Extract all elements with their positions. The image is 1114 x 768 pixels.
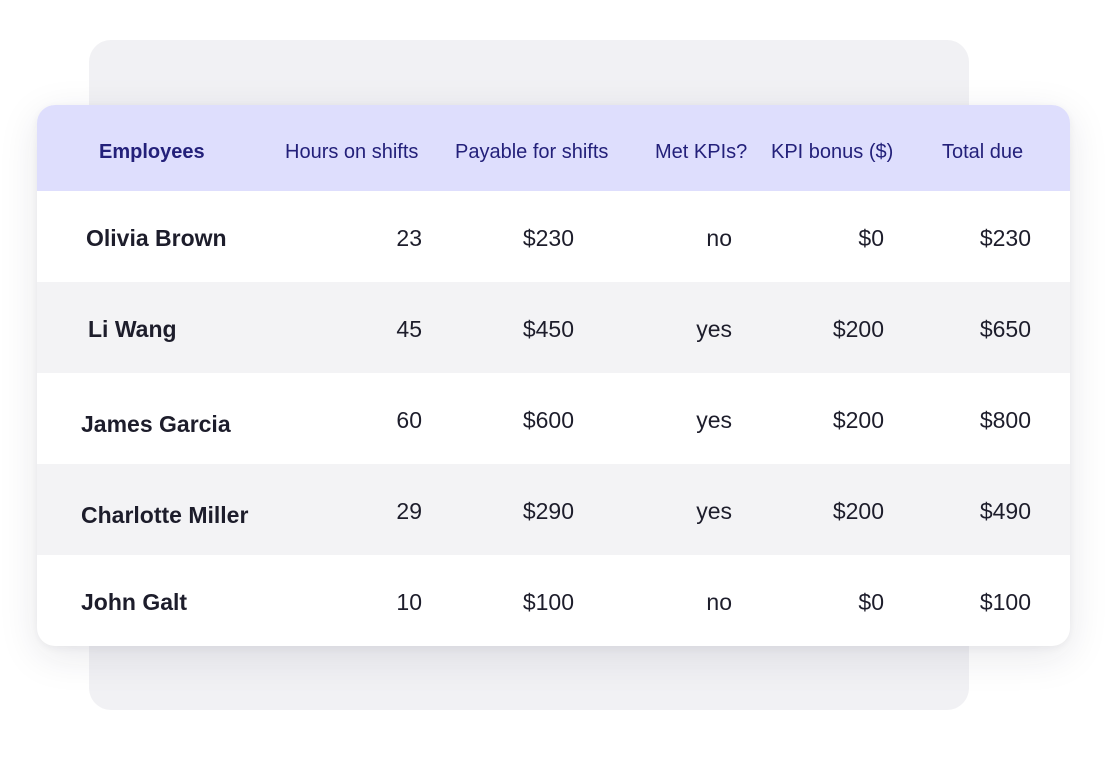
total-due-cell: $490 (979, 498, 1031, 524)
employee-name: Olivia Brown (86, 225, 227, 251)
payable-cell: $230 (522, 225, 574, 251)
total-due-cell: $230 (979, 225, 1031, 251)
kpi-bonus-cell: $0 (858, 225, 884, 251)
employee-name: Charlotte Miller (81, 502, 249, 528)
payable-cell: $450 (522, 316, 574, 342)
employee-name: James Garcia (81, 411, 231, 437)
hours-cell: 45 (396, 316, 422, 342)
kpi-bonus-cell: $0 (858, 589, 884, 615)
met-kpis-cell: yes (696, 316, 732, 342)
kpi-bonus-cell: $200 (832, 316, 884, 342)
hours-cell: 29 (396, 498, 422, 524)
total-due-cell: $650 (979, 316, 1031, 342)
header-total-due: Total due (942, 141, 1024, 163)
hours-cell: 23 (396, 225, 422, 251)
header-met-kpis: Met KPIs? (655, 141, 748, 163)
total-due-cell: $800 (979, 407, 1031, 433)
payable-cell: $600 (522, 407, 574, 433)
employee-name: John Galt (81, 589, 188, 615)
employee-name: Li Wang (88, 316, 177, 342)
met-kpis-cell: yes (696, 407, 732, 433)
table-row: John Galt 10 $100 no $0 $100 (37, 555, 1070, 646)
header-kpi-bonus: KPI bonus ($) (771, 141, 894, 163)
header-employees: Employees (99, 141, 205, 163)
total-due-cell: $100 (979, 589, 1031, 615)
hours-cell: 60 (396, 407, 422, 433)
table-row: Charlotte Miller 29 $290 yes $200 $490 (37, 464, 1070, 555)
kpi-bonus-cell: $200 (832, 407, 884, 433)
table-row: Olivia Brown 23 $230 no $0 $230 (37, 191, 1070, 282)
payroll-table: Employees Hours on shifts Payable for sh… (37, 105, 1070, 646)
payable-cell: $100 (522, 589, 574, 615)
header-hours-on-shifts: Hours on shifts (285, 141, 419, 163)
met-kpis-cell: no (706, 589, 732, 615)
table-header-row: Employees Hours on shifts Payable for sh… (37, 105, 1070, 191)
met-kpis-cell: yes (696, 498, 732, 524)
table-row: Li Wang 45 $450 yes $200 $650 (37, 282, 1070, 373)
kpi-bonus-cell: $200 (832, 498, 884, 524)
header-payable-for-shifts: Payable for shifts (455, 141, 609, 163)
hours-cell: 10 (396, 589, 422, 615)
table-row: James Garcia 60 $600 yes $200 $800 (37, 373, 1070, 464)
met-kpis-cell: no (706, 225, 732, 251)
payable-cell: $290 (522, 498, 574, 524)
